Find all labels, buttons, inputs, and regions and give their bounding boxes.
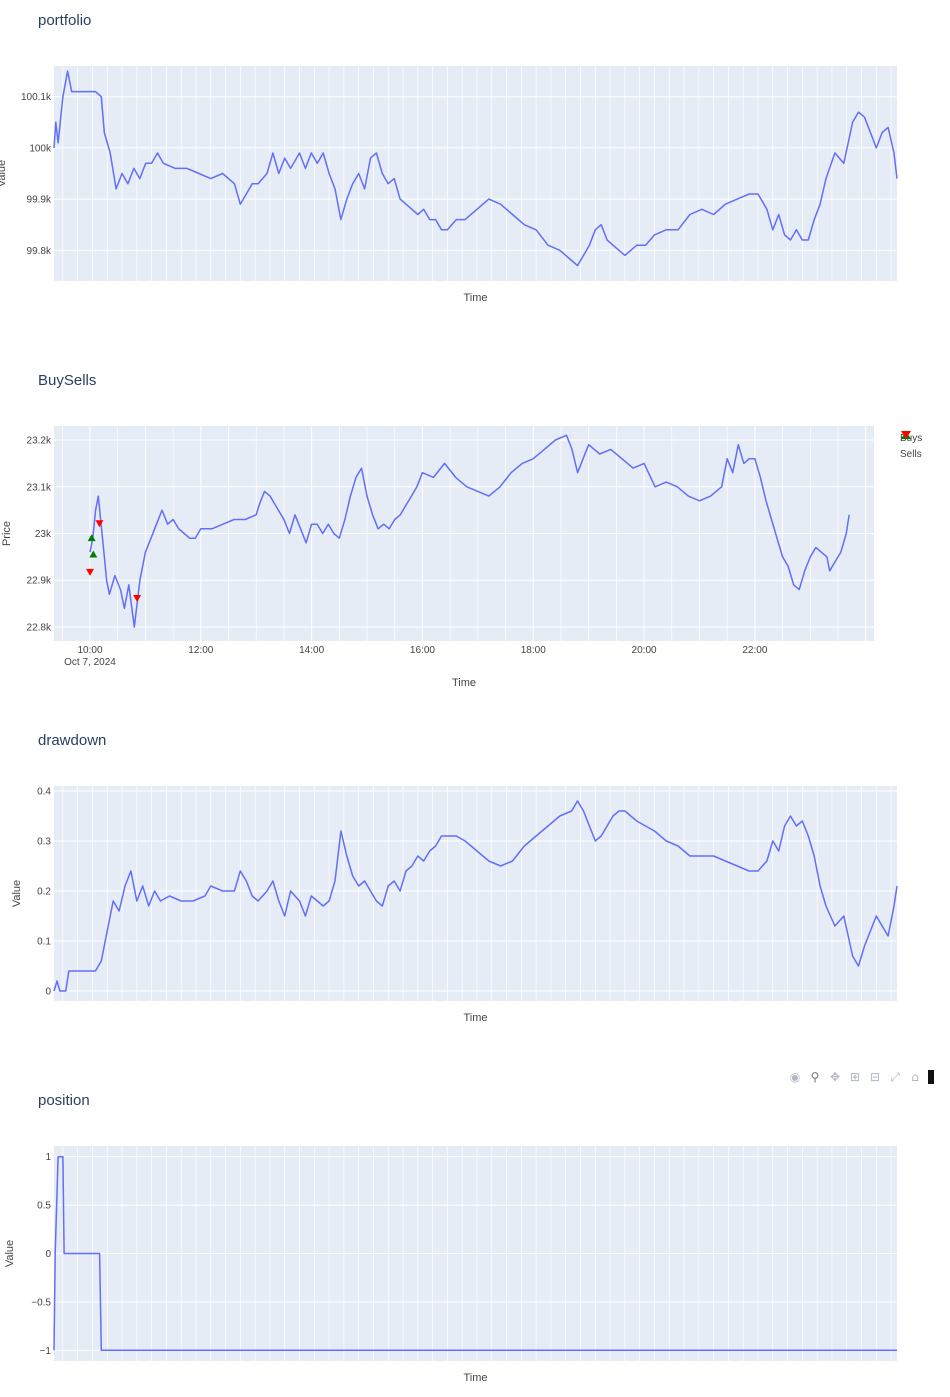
plotly-logo-icon[interactable] [928,1070,934,1084]
camera-icon[interactable]: ◉ [789,1070,801,1084]
legend-item-sells[interactable]: Sells [900,431,922,462]
x-tick-label: 14:00 [299,645,324,656]
y-axis-label: Value [0,160,8,187]
y-tick-label: 1 [45,1152,51,1163]
legend-label: Buys [900,432,923,444]
y-tick-label: 0.3 [37,837,51,848]
y-tick-label: 0.4 [37,787,51,798]
buy-marker[interactable] [89,550,98,558]
y-tick-label: 99.8k [27,246,52,257]
x-tick-label: 18:00 [521,645,546,656]
plot-area[interactable] [54,66,897,281]
y-tick-label: 0 [45,1249,51,1260]
position-plot[interactable]: −1 −0.5 0 0.5 1 Time Value [0,1080,950,1397]
series-line-drawdown[interactable] [53,800,898,992]
x-axis-label: Time [463,1012,487,1024]
modebar: ◉ ⚲ ✥ ⊞ ⊟ ⤢ ⌂ [788,1068,934,1086]
plot-area[interactable] [54,786,897,1001]
buy-marker[interactable] [87,534,96,542]
zoom-out-icon[interactable]: ⊟ [869,1070,881,1084]
autoscale-icon[interactable]: ⤢ [890,1070,900,1084]
position-chart: position −1 −0.5 0 0.5 1 Time Value [0,1080,950,1397]
pan-icon[interactable]: ✥ [829,1070,841,1084]
x-tick-label: 12:00 [188,645,213,656]
portfolio-plot[interactable]: 99.8k 99.9k 100k 100.1k Time Value [0,0,950,330]
y-tick-label: 0.2 [37,887,51,898]
buysells-chart: BuySells 22.8k 22.9k 23k 23.1k 23.2k 10:00 12:… [0,360,950,690]
y-tick-label: 99.9k [27,195,52,206]
y-tick-label: 22.8k [27,622,52,633]
sell-marker[interactable] [133,595,142,602]
zoom-icon[interactable]: ⚲ [810,1070,820,1084]
series-line-portfolio[interactable] [53,70,898,267]
series-line-price[interactable] [89,434,850,628]
x-date-label: Oct 7, 2024 [64,657,116,668]
home-icon[interactable]: ⌂ [911,1070,919,1084]
sell-marker[interactable] [86,568,95,576]
y-tick-label: 23.2k [27,436,52,447]
chart-title: portfolio [38,12,92,29]
portfolio-chart: portfolio 99.8k 99.9k 100k 100.1k Time Value [0,0,950,330]
y-tick-label: 22.9k [27,576,52,587]
x-axis-label: Time [463,292,487,304]
x-tick-label: 20:00 [632,645,657,656]
buysells-plot[interactable]: 22.8k 22.9k 23k 23.1k 23.2k 10:00 12:00 14:00 16… [0,360,950,690]
y-tick-label: −0.5 [31,1297,51,1308]
legend-label: Sells [900,448,922,460]
y-tick-label: 0.1 [37,937,51,948]
x-axis-label: Time [452,677,476,689]
y-tick-label: 23.1k [27,482,52,493]
x-axis-label: Time [463,1372,487,1384]
x-tick-label: 16:00 [410,645,435,656]
y-tick-label: 0.5 [37,1201,51,1212]
chart-title: position [38,1092,90,1109]
y-tick-label: 100k [29,143,52,154]
y-axis-label: Price [1,521,13,546]
series-line-position[interactable] [53,1155,897,1352]
legend: Buys Sells [900,430,922,462]
x-tick-label: 22:00 [742,645,767,656]
y-axis-label: Value [11,880,23,907]
zoom-in-icon[interactable]: ⊞ [849,1070,861,1084]
sell-marker[interactable] [95,520,104,528]
drawdown-chart: drawdown 0 0.1 0.2 0.3 0.4 Time Value [0,720,950,1050]
chart-title: BuySells [38,372,97,389]
sell-triangle-icon [901,431,911,439]
y-tick-label: 100.1k [21,92,52,103]
y-tick-label: −1 [40,1346,52,1357]
drawdown-plot[interactable]: 0 0.1 0.2 0.3 0.4 Time Value [0,720,950,1050]
x-tick-label: 10:00 [77,645,102,656]
y-tick-label: 23k [35,529,52,540]
y-tick-label: 0 [45,987,51,998]
chart-title: drawdown [38,732,107,749]
y-axis-label: Value [4,1240,16,1267]
